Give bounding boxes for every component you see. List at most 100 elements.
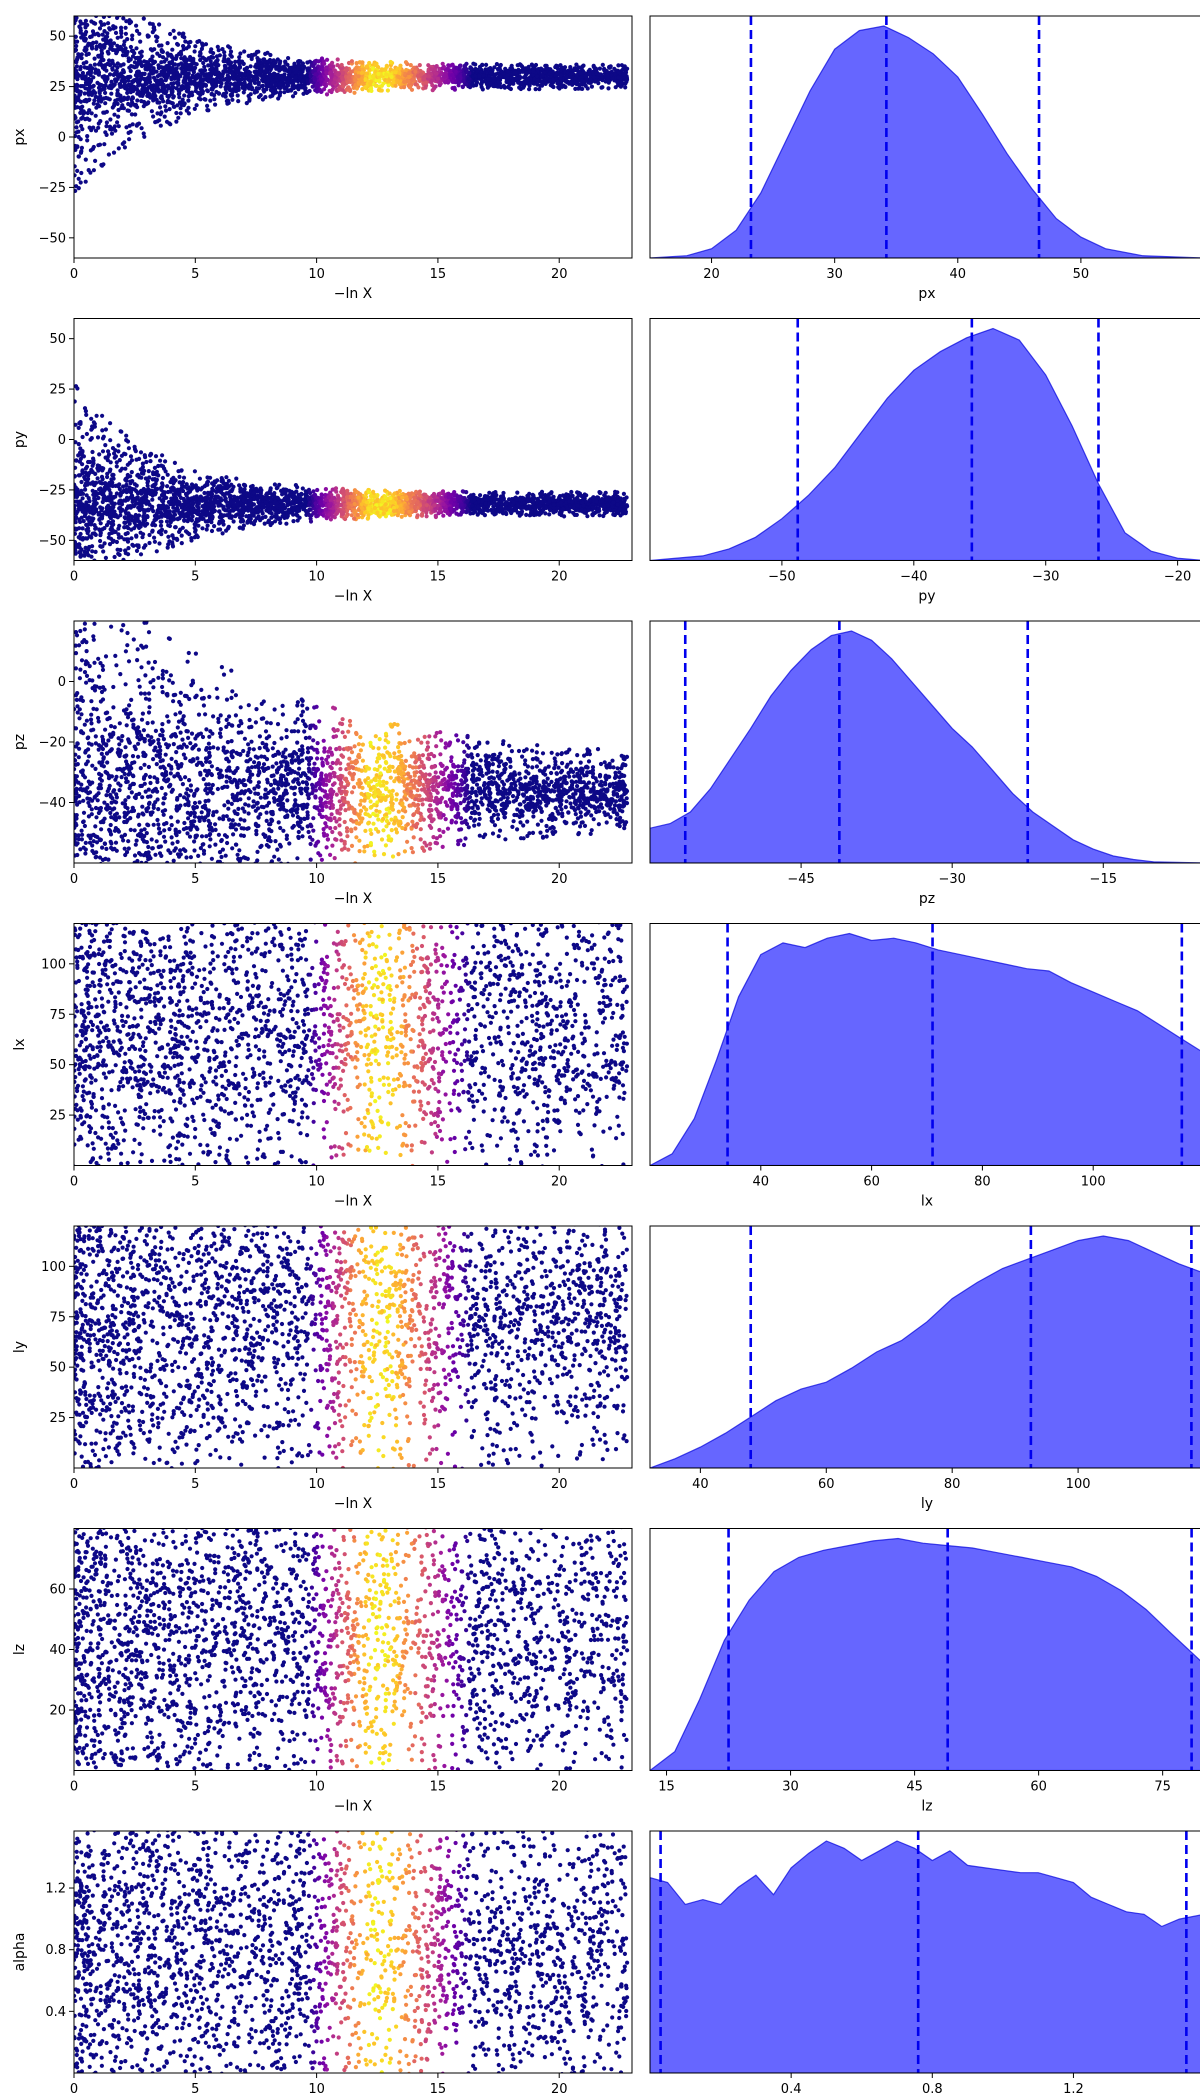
scatter-point [163,104,167,108]
scatter-point [464,70,468,74]
scatter-point [551,78,555,82]
scatter-point [203,97,207,101]
scatter-point [229,82,233,86]
dist-x-tick-label: 40 [950,267,967,282]
scatter-point [350,59,354,63]
scatter-point [598,513,602,517]
scatter-point [92,168,96,172]
scatter-point [138,40,142,44]
scatter-point [96,54,100,58]
scatter-point [126,473,130,477]
scatter-point [622,492,626,496]
scatter-point [119,31,123,35]
scatter-point [111,68,115,72]
scatter-point [77,177,81,181]
scatter-point [383,67,387,71]
scatter-points-px [72,0,629,193]
scatter-point [331,87,335,91]
scatter-point [124,125,128,129]
scatter-point [123,467,127,471]
scatter-point [347,75,351,79]
scatter-point [152,536,156,540]
scatter-point [75,130,79,134]
scatter-point [148,22,152,26]
scatter-point [92,98,96,102]
scatter-point [489,71,493,75]
scatter-point [430,78,434,82]
scatter-point [173,62,177,66]
scatter-point [450,73,454,77]
scatter-point [269,88,273,92]
scatter-point [196,84,200,88]
scatter-point [205,104,209,108]
scatter-point [216,75,220,79]
scatter-point [172,94,176,98]
scatter-point [116,449,120,453]
scatter-point [236,93,240,97]
scatter-point [332,80,336,84]
scatter-point [193,469,197,473]
scatter-point [134,24,138,28]
scatter-point [89,535,93,539]
scatter-point [619,85,623,89]
scatter-point [172,81,176,85]
scatter-point [473,74,477,78]
scatter-point [80,146,84,150]
scatter-point [355,65,359,69]
scatter-point [182,93,186,97]
scatter-point [92,21,96,25]
scatter-point [98,119,102,123]
scatter-point [166,535,170,539]
scatter-point [150,109,154,113]
scatter-point [301,79,305,83]
scatter-point [115,73,119,77]
scatter-point [404,60,408,64]
scatter-point [253,70,257,74]
scatter-point [119,429,123,433]
scatter-point [173,36,177,40]
scatter-point [146,75,150,79]
scatter-point [253,90,257,94]
scatter-point [623,85,627,89]
scatter-point [75,169,79,173]
scatter-point [268,58,272,62]
scatter-y-label: px [12,128,28,145]
scatter-point [160,453,164,457]
scatter-point [166,95,170,99]
scatter-point [82,563,86,567]
scatter-point [92,84,96,88]
scatter-point [503,86,507,90]
scatter-point [164,84,168,88]
scatter-point [77,154,81,158]
scatter-point [509,87,513,91]
scatter-point [247,86,251,90]
scatter-point [286,56,290,60]
scatter-point [541,73,545,77]
scatter-point [163,115,167,119]
scatter-point [306,78,310,82]
scatter-point [84,60,88,64]
scatter-point [119,47,123,51]
scatter-point [154,78,158,82]
scatter-point [178,52,182,56]
scatter-point [117,146,121,150]
scatter-point [222,50,226,54]
scatter-point [208,99,212,103]
scatter-point [352,91,356,95]
scatter-point [201,61,205,65]
scatter-point [301,92,305,96]
scatter-point [393,70,397,74]
scatter-point [155,39,159,43]
scatter-point [160,48,164,52]
scatter-point [233,85,237,89]
scatter-point [130,458,134,462]
scatter-point [105,62,109,66]
scatter-point [82,0,86,1]
scatter-point [484,63,488,67]
scatter-point [79,11,83,15]
scatter-point [223,66,227,70]
scatter-point [116,108,120,112]
scatter-point [119,26,123,30]
scatter-point [75,144,79,148]
scatter-point [234,89,238,93]
